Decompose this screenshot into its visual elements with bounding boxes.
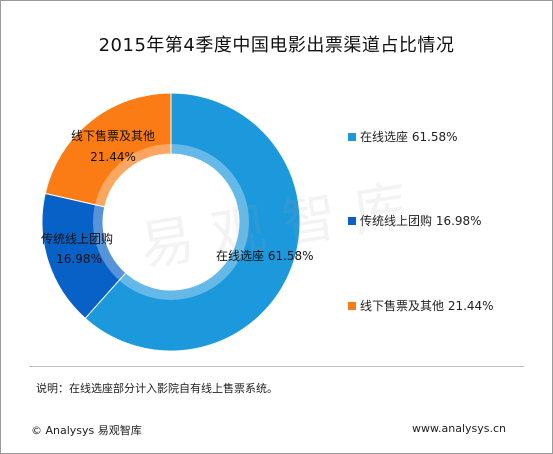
donut-slice-online-seat xyxy=(84,92,301,352)
website-link[interactable]: www.analysys.cn xyxy=(412,422,506,435)
legend-swatch-offline xyxy=(348,301,356,310)
legend-label-online-seat: 在线选座 61.58% xyxy=(360,130,458,144)
legend-label-group-buy: 传统线上团购 16.98% xyxy=(360,214,482,228)
donut-slice-offline xyxy=(44,92,172,208)
legend-label-offline: 线下售票及其他 21.44% xyxy=(360,299,494,313)
data-label-group-buy-value: 16.98% xyxy=(56,252,102,266)
footer-divider xyxy=(29,366,524,367)
chart-note: 说明：在线选座部分计入影院自有线上售票系统。 xyxy=(36,382,278,395)
chart-title: 2015年第4季度中国电影出票渠道占比情况 xyxy=(98,35,455,56)
data-label-offline-name: 线下售票及其他 xyxy=(71,128,155,143)
legend-item-group-buy: 传统线上团购 16.98% xyxy=(348,212,482,229)
legend-swatch-online-seat xyxy=(348,132,356,141)
legend-item-offline: 线下售票及其他 21.44% xyxy=(348,297,494,314)
data-label-online-seat-name: 在线选座 61.58% xyxy=(216,248,314,263)
legend-item-online-seat: 在线选座 61.58% xyxy=(348,128,458,145)
data-label-offline-value: 21.44% xyxy=(90,150,136,164)
donut-inner-ring xyxy=(93,144,249,300)
data-label-group-buy-name: 传统线上团购 xyxy=(41,231,113,246)
copyright-text: © Analysys 易观智库 xyxy=(31,424,142,437)
legend-swatch-group-buy xyxy=(348,216,356,225)
